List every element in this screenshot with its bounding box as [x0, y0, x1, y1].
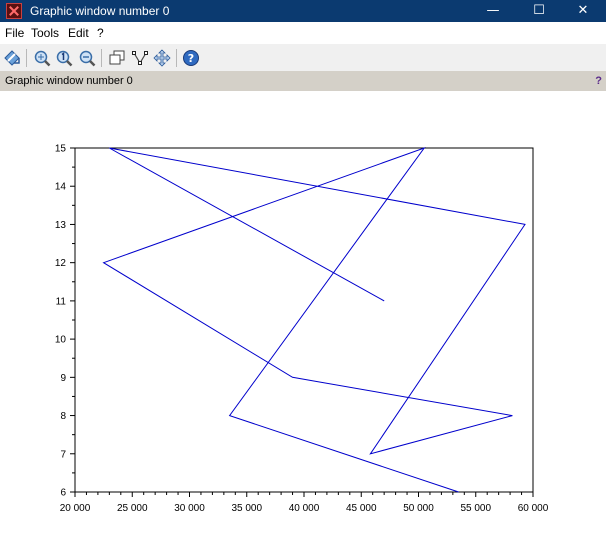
y-tick-label: 11: [56, 296, 67, 307]
window-title: Graphic window number 0: [30, 4, 170, 18]
help-icon[interactable]: ?: [180, 47, 202, 69]
close-button[interactable]: ✕: [577, 3, 589, 18]
x-tick-label: 50 000: [403, 503, 434, 514]
y-tick-label: 14: [55, 182, 67, 193]
x-tick-label: 30 000: [174, 503, 205, 514]
x-tick-label: 20 000: [60, 503, 91, 514]
x-tick-label: 55 000: [460, 503, 491, 514]
x-tick-label: 45 000: [346, 503, 377, 514]
menu-help[interactable]: ?: [97, 26, 104, 40]
menu-bar: File Tools Edit ?: [0, 22, 606, 44]
y-tick-label: 8: [60, 411, 66, 422]
title-bar: Graphic window number 0 — ☐ ✕: [0, 0, 606, 22]
info-bar-help[interactable]: ?: [595, 75, 602, 87]
info-bar: Graphic window number 0 ?: [0, 71, 606, 91]
zoom-original-icon[interactable]: [53, 47, 75, 69]
y-tick-label: 12: [55, 258, 67, 269]
menu-tools[interactable]: Tools: [31, 26, 60, 40]
y-tick-label: 7: [60, 449, 66, 460]
x-tick-label: 60 000: [518, 503, 549, 514]
zoom-icon[interactable]: [31, 47, 53, 69]
data-line: [102, 146, 526, 493]
edit-curve-icon[interactable]: [129, 47, 151, 69]
menu-file[interactable]: File: [5, 26, 25, 40]
maximize-button[interactable]: ☐: [533, 3, 545, 18]
plot-canvas[interactable]: 20 000 25 000 30 000 35 000 40 000 45 000 50 0…: [0, 91, 606, 531]
minimize-button[interactable]: —: [486, 3, 500, 18]
scilab-app-icon: [6, 3, 22, 19]
menu-edit[interactable]: Edit: [68, 26, 89, 40]
y-tick-label: 9: [60, 373, 66, 384]
toolbar-separator: [101, 49, 102, 67]
line-plot: 20 000 25 000 30 000 35 000 40 000 45 000 50 0…: [55, 144, 549, 515]
info-bar-text: Graphic window number 0: [5, 75, 133, 87]
y-tick-label: 10: [55, 335, 67, 346]
toolbar-separator: [176, 49, 177, 67]
svg-text:?: ?: [188, 52, 194, 65]
x-tick-label: 25 000: [117, 503, 148, 514]
rotate-icon[interactable]: [1, 47, 23, 69]
toolbar: ?: [0, 44, 606, 71]
y-tick-label: 6: [60, 488, 66, 499]
y-tick-label: 15: [55, 144, 67, 155]
pan-icon[interactable]: [151, 47, 173, 69]
y-tick-label: 13: [55, 220, 67, 231]
datatip-icon[interactable]: [106, 47, 128, 69]
x-tick-label: 40 000: [289, 503, 320, 514]
x-tick-label: 35 000: [231, 503, 262, 514]
toolbar-separator: [26, 49, 27, 67]
zoom-out-icon[interactable]: [76, 47, 98, 69]
